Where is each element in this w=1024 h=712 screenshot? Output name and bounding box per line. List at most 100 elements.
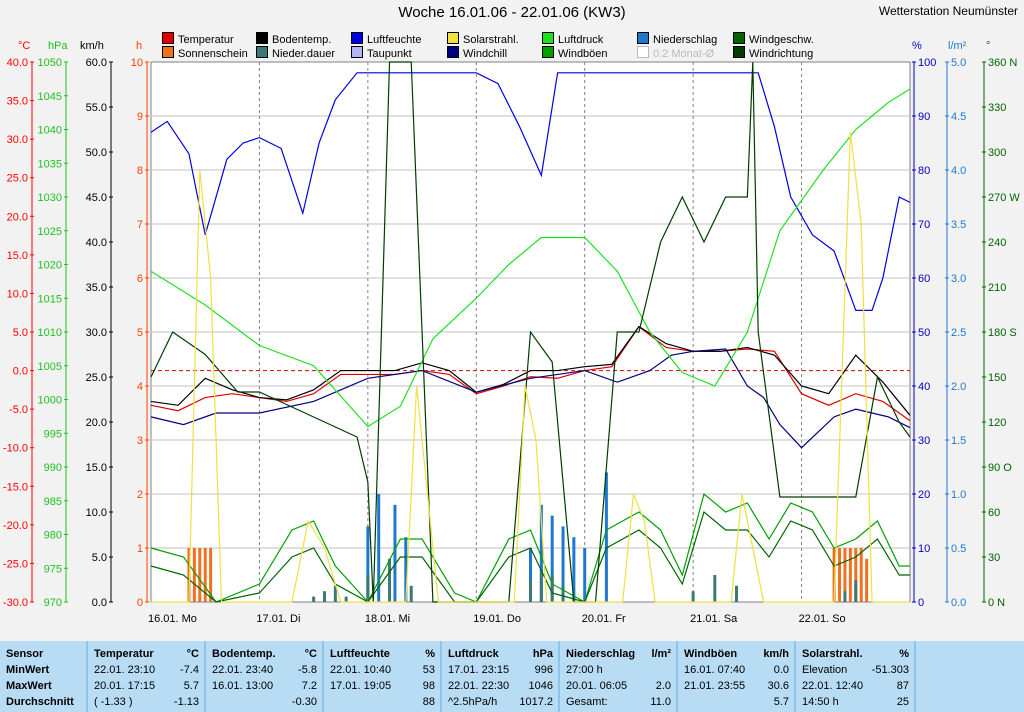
axis-unit-temp: °C [18,40,31,52]
y-tick-label: -15.0 [3,481,28,493]
y-tick-label: 0 [918,597,924,609]
y-tick-label: 975 [44,563,62,575]
legend-swatch [542,46,554,58]
stats-cell-when: 22.01. 23:10 [94,664,156,676]
y-tick-label: 40.0 [7,57,28,69]
station-name: Wetterstation Neumünster [878,4,1018,18]
stats-cell-value: -5.8 [298,664,317,676]
bar-sonnenschein [198,548,202,602]
legend-swatch [447,46,459,58]
legend-swatch [542,32,554,44]
stats-cell-when: 27:00 h [566,664,603,676]
y-tick-label: 1010 [38,327,62,339]
stats-col-unit: °C [186,648,199,660]
legend-label: Sonnenschein [178,48,248,60]
stats-cell-when: 14:50 h [802,696,839,708]
stats-cell-value: 25 [896,696,909,708]
legend-label: Windgeschw. [749,34,814,46]
bar-niederdauer [529,580,532,602]
stats-cell-when: Elevation [802,664,848,676]
y-tick-label: 40.0 [86,237,107,249]
y-tick-label: 0.5 [951,543,966,555]
bar-niederdauer [333,585,337,602]
y-tick-label: 1040 [38,125,62,137]
stats-row: 5.7 [684,696,789,712]
stats-cell-value: 53 [422,664,435,676]
bar-niederdauer [539,569,543,602]
legend-label: Niederschlag [653,34,718,46]
legend-item: Niederschlag [637,32,717,46]
bar-niederschlag [561,526,565,602]
legend-label: Temperatur [178,34,234,46]
legend-swatch [162,46,174,58]
stats-row-labels: Sensor MinWert MaxWert Durchschnitt [0,641,88,712]
stats-cell-when: Gesamt: [566,696,608,708]
bar-niederschlag [529,548,532,602]
bar-niederdauer [561,585,565,602]
stats-col: Luftfeuchte% 22.01. 10:40 53 17.01. 19:05 98… [324,641,442,712]
legend-item: Windböen [542,46,608,60]
axis-unit-hum: % [912,40,922,52]
y-tick-label: 55.0 [86,102,107,114]
y-tick-label: 995 [44,428,62,440]
stats-cell-value: 87 [896,680,909,692]
legend-swatch [447,32,459,44]
legend-label: Luftdruck [558,34,604,46]
legend-item: 0.2 Monat-Ø [637,46,714,60]
stats-cell-value: 5.7 [183,680,199,692]
stats-label-sensor: Sensor [6,648,44,660]
legend-item: Taupunkt [351,46,412,60]
stats-cell-value: 1046 [528,680,553,692]
stats-cell-value: 30.6 [767,680,789,692]
y-tick-label: 45.0 [86,192,107,204]
legend-label: Bodentemp. [272,34,332,46]
y-tick-label: 60 [988,507,1000,519]
y-tick-label: 5 [137,327,143,339]
x-tick-label: 19.01. Do [473,613,521,625]
y-tick-label: 0.0 [92,597,107,609]
legend-label: Nieder.dauer [272,48,335,60]
stats-cell-when: 22.01. 12:40 [802,680,864,692]
bar-niederdauer [550,575,554,602]
series-bodentemp [150,325,911,416]
y-tick-label: 1035 [38,158,62,170]
stats-col-unit: hPa [532,648,553,660]
y-tick-label: -5.0 [9,404,28,416]
stats-cell-value: -1.13 [173,696,199,708]
y-tick-label: 15.0 [7,250,28,262]
legend-label: Windrichtung [749,48,814,60]
bar-niederschlag [550,515,554,602]
stats-cell-when: 20.01. 17:15 [94,680,156,692]
bar-niederschlag [539,504,543,602]
stats-col-head: Luftdruck [448,648,499,660]
stats-row: 27:00 h [566,664,671,680]
bar-niederschlag [604,472,608,602]
legend-swatch [637,46,649,58]
y-tick-label: -30.0 [3,597,28,609]
y-tick-label: 60.0 [86,57,107,69]
y-tick-label: 15.0 [86,462,107,474]
y-tick-label: 270 W [988,192,1020,204]
bar-sonnenschein [209,548,213,602]
stats-col-head: Bodentemp. [212,648,276,660]
y-tick-label: 985 [44,496,62,508]
y-tick-label: -25.0 [3,558,28,570]
legend-item: Windrichtung [733,46,813,60]
bar-sonnenschein [848,548,852,602]
stats-row: 21.01. 23:55 30.6 [684,680,789,696]
bar-niederschlag [404,537,408,602]
x-tick-label: 17.01. Di [256,613,300,625]
legend-item: Solarstrahl. [447,32,519,46]
legend-label: Windböen [558,48,608,60]
stats-empty-col [916,641,1024,712]
y-tick-label: 0.0 [951,597,966,609]
stats-row: 14:50 h 25 [802,696,909,712]
y-tick-label: 240 [988,237,1006,249]
legend-item: Windchill [447,46,507,60]
bar-niederdauer [312,596,316,602]
bar-niederdauer [713,575,717,602]
stats-cell-value: 11.0 [650,696,671,708]
y-tick-label: 90 [918,111,930,123]
bar-sonnenschein [187,548,191,602]
stats-panel: Sensor MinWert MaxWert Durchschnitt Temp… [0,641,1024,712]
